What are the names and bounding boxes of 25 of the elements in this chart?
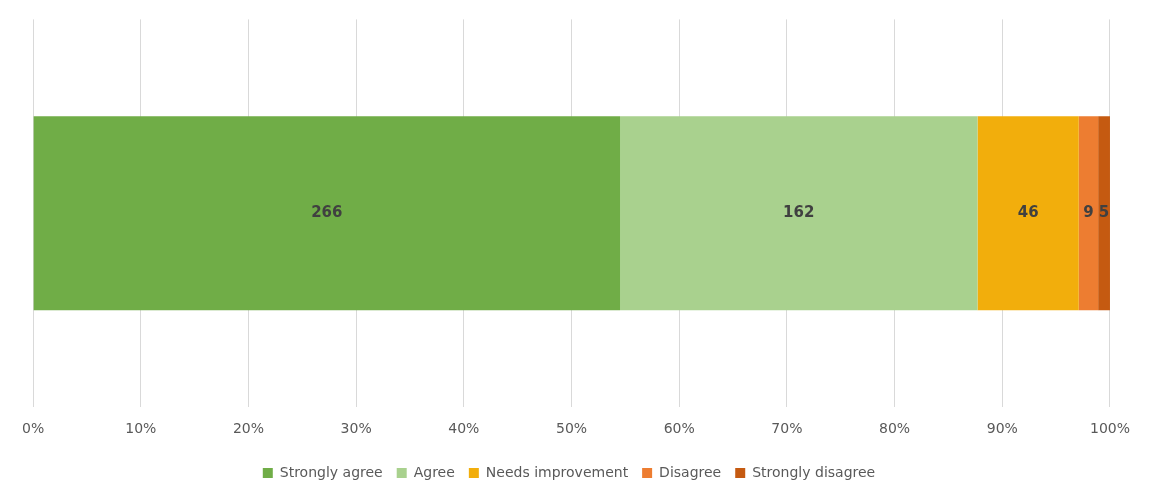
annotation: 162 (783, 203, 815, 222)
x-tick-label: 60% (663, 420, 695, 437)
bar (620, 116, 978, 311)
x-tick-label: 50% (555, 420, 588, 437)
bar (33, 116, 621, 311)
annotation: 5 (1098, 203, 1110, 222)
x-tick-label: 80% (879, 420, 911, 437)
legend-label: Disagree (659, 463, 722, 480)
x-tick-label: 10% (125, 420, 157, 437)
annotation: 266 (311, 203, 343, 222)
x-tick-label: 100% (1089, 420, 1130, 437)
bar (1078, 116, 1099, 311)
bar (977, 116, 1079, 311)
x-tick-label: 40% (448, 420, 480, 437)
legend-label: Strongly disagree (752, 463, 876, 480)
x-tick-label: 70% (771, 420, 803, 437)
legend-label: Needs improvement (485, 463, 629, 480)
annotation: 9 (1083, 203, 1094, 222)
annotation: 46 (1017, 203, 1039, 222)
x-tick-label: 90% (986, 420, 1018, 437)
x-tick-label: 0% (22, 420, 45, 437)
x-tick-label: 30% (340, 420, 372, 437)
x-tick-label: 20% (232, 420, 265, 437)
legend-label: Strongly agree (279, 463, 383, 480)
legend-label: Agree (413, 463, 455, 480)
